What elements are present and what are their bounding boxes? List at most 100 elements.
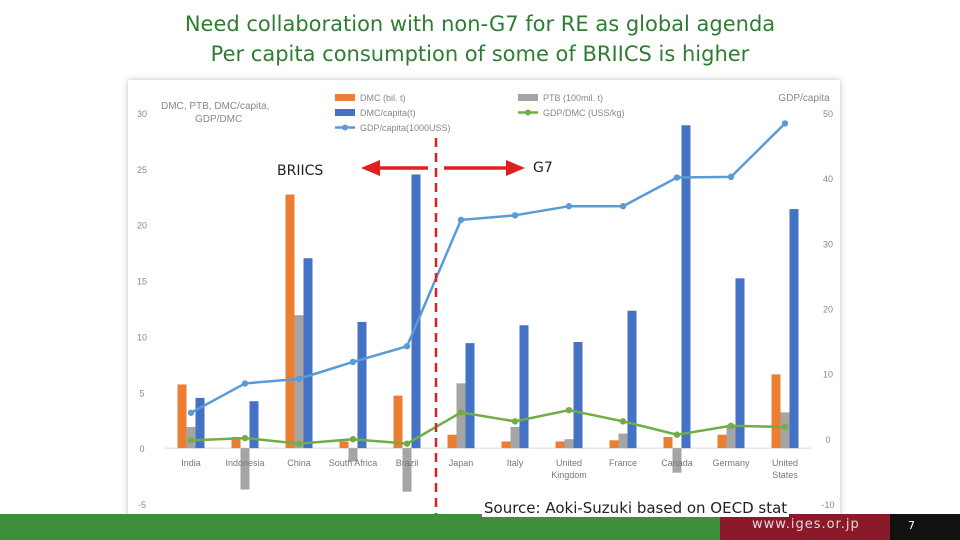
point-gdp-dmc-9: [673, 431, 681, 438]
bar-dmccapitat-8: [627, 310, 637, 449]
source-note: Source: Aoki-Suzuki based on OECD stat: [482, 499, 790, 517]
point-gdp-capita-1: [241, 380, 249, 387]
bar-dmccapitat-2: [303, 258, 313, 449]
right-tick-label: 40: [823, 174, 833, 184]
legend-label: GDP/DMC (USS/kg): [543, 108, 625, 118]
point-gdp-dmc-6: [511, 418, 519, 425]
bar-dmccapitat-0: [195, 397, 205, 449]
point-gdp-dmc-7: [565, 406, 573, 414]
left-axis-title: DMC, PTB, DMC/capita,: [161, 101, 269, 112]
bar-dmccapitat-10: [735, 278, 745, 449]
left-tick-label: 5: [139, 388, 144, 398]
bar-dmc-11: [771, 374, 781, 449]
point-gdp-capita-7: [565, 202, 573, 210]
line-gdp-capita: [190, 122, 786, 414]
legend-label: PTB (100mil. t): [543, 93, 603, 103]
legend-swatch: [335, 109, 355, 116]
category-label: States: [772, 470, 798, 480]
point-gdp-dmc-2: [295, 440, 303, 447]
left-tick-label: 0: [139, 444, 144, 454]
right-tick-label: -10: [821, 500, 834, 510]
arrow-right-head: [506, 160, 525, 176]
left-tick-label: 25: [137, 165, 147, 175]
bar-dmc-7: [555, 441, 565, 449]
legend-swatch: [518, 94, 538, 101]
point-gdp-capita-2: [295, 375, 303, 383]
point-gdp-capita-3: [349, 358, 357, 366]
bar-ptb-9: [672, 448, 682, 473]
bar-dmc-4: [393, 395, 403, 449]
category-label: Indonesia: [225, 458, 264, 468]
bar-dmccapitat-6: [519, 325, 529, 449]
right-tick-label: 50: [823, 109, 833, 119]
point-gdp-dmc-10: [727, 422, 735, 429]
point-gdp-capita-4: [403, 343, 411, 350]
bar-ptb-5: [456, 383, 466, 449]
line-gdp-dmc: [190, 408, 786, 445]
footer-url-bar: [720, 514, 890, 540]
right-tick-label: 10: [823, 370, 833, 380]
bar-ptb-11: [780, 412, 790, 449]
category-label: Canada: [661, 458, 693, 468]
legend-marker: [525, 109, 531, 116]
category-label: Kingdom: [551, 470, 587, 480]
point-gdp-capita-10: [727, 173, 735, 181]
bar-dmc-2: [285, 194, 295, 449]
legend-marker: [342, 124, 348, 131]
bar-dmc-1: [231, 436, 241, 449]
left-tick-label: 15: [137, 277, 147, 287]
bar-ptb-1: [240, 448, 250, 490]
point-gdp-capita-0: [187, 409, 195, 416]
bar-ptb-6: [510, 426, 520, 449]
bar-dmccapitat-5: [465, 343, 475, 449]
bar-dmccapitat-4: [411, 174, 421, 449]
legend-label: DMC/capita(t): [360, 108, 416, 118]
chart-frame: 30 25 20 15 10 5 0 -5 50 40 30 20 10 0 -10 DMC, PTB, DM…: [128, 80, 840, 522]
bar-ptb-10: [726, 424, 736, 449]
point-gdp-capita-8: [619, 202, 627, 210]
category-label: Italy: [507, 458, 524, 468]
slide-title-line2: Per capita consumption of some of BRIICS…: [210, 42, 750, 66]
point-gdp-dmc-1: [241, 434, 249, 442]
point-gdp-capita-5: [457, 216, 465, 224]
footer-url: www.iges.or.jp: [752, 517, 860, 532]
right-tick-label: 30: [823, 239, 833, 249]
point-gdp-dmc-4: [403, 440, 411, 447]
left-tick-label: 10: [137, 332, 147, 342]
page-number: 7: [908, 519, 915, 532]
left-tick-label: 30: [137, 109, 147, 119]
bar-dmc-5: [447, 434, 457, 449]
right-tick-label: 20: [823, 305, 833, 315]
left-tick-label: 20: [137, 221, 147, 231]
bar-dmccapitat-1: [249, 401, 259, 449]
right-tick-label: 0: [825, 435, 830, 445]
category-label: United: [556, 458, 582, 468]
point-gdp-dmc-0: [187, 437, 195, 444]
point-gdp-capita-11: [781, 120, 789, 127]
bar-dmccapitat-7: [573, 342, 583, 449]
point-gdp-dmc-11: [781, 423, 789, 431]
category-label: India: [181, 458, 201, 468]
left-axis-title: GDP/DMC: [195, 114, 242, 125]
footer-green-bar: [0, 514, 720, 540]
bar-ptb-3: [348, 448, 358, 462]
category-label: Brazil: [396, 458, 419, 468]
point-gdp-capita-6: [511, 212, 519, 219]
bar-dmc-6: [501, 441, 511, 449]
bar-dmccapitat-11: [789, 209, 799, 449]
right-axis-title: GDP/capita: [778, 93, 830, 104]
point-gdp-dmc-3: [349, 436, 357, 443]
bar-dmc-8: [609, 440, 619, 449]
arrow-left-head: [361, 160, 380, 176]
legend-swatch: [335, 94, 355, 101]
category-label: Japan: [449, 458, 474, 468]
category-label: China: [287, 458, 311, 468]
category-label: France: [609, 458, 637, 468]
left-tick-label: -5: [138, 500, 146, 510]
bar-dmc-9: [663, 436, 673, 449]
bar-dmccapitat-9: [681, 125, 691, 449]
bar-dmc-3: [339, 441, 349, 449]
legend-label: DMC (bil. t): [360, 93, 406, 103]
category-label: South Africa: [329, 458, 378, 468]
category-label: United: [772, 458, 798, 468]
